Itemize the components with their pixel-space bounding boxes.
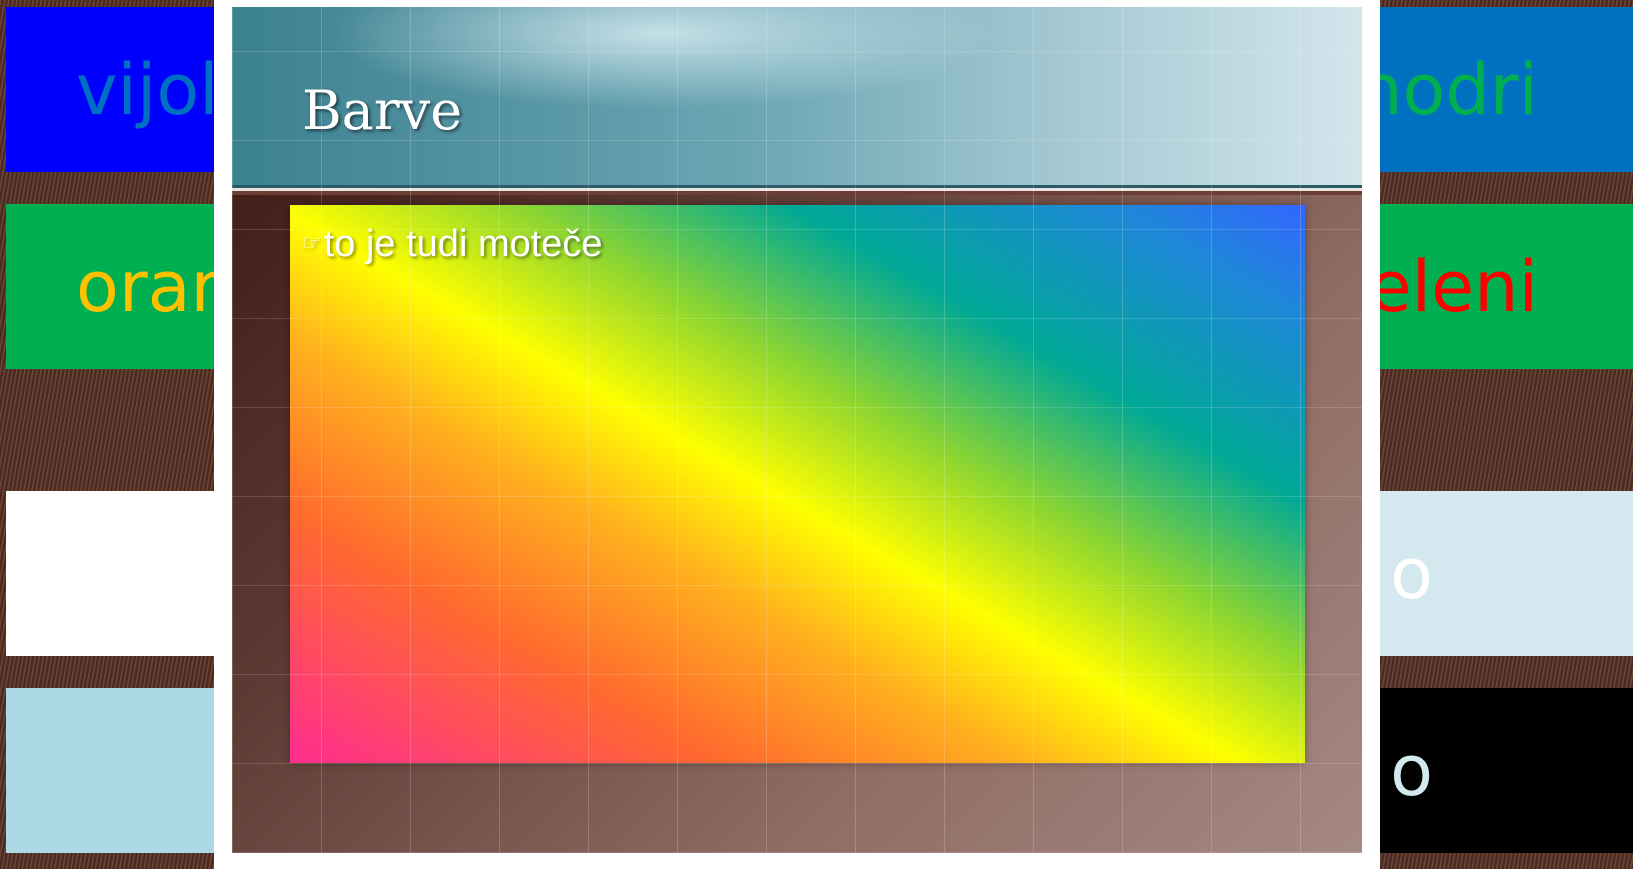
band-pale-blue: o bbox=[1378, 491, 1633, 656]
slide-title: Barve bbox=[302, 79, 463, 142]
slide: Barve ☞to je tudi moteče bbox=[232, 7, 1362, 853]
header-divider bbox=[232, 185, 1362, 195]
band-green-right: eleni bbox=[1369, 204, 1633, 369]
background-label-white: o bbox=[1390, 532, 1433, 615]
band-light-blue bbox=[6, 688, 217, 853]
background-label-violet: vijol bbox=[76, 48, 219, 131]
background-label-orange: orar bbox=[76, 245, 220, 328]
band-black: o bbox=[1378, 688, 1633, 853]
pointing-hand-icon: ☞ bbox=[302, 230, 322, 255]
band-green-left: orar bbox=[6, 204, 220, 369]
bullet-item: ☞to je tudi moteče bbox=[302, 223, 603, 266]
slide-header bbox=[232, 7, 1362, 185]
band-azure: modri bbox=[1334, 7, 1633, 172]
band-blue: vijol bbox=[6, 7, 219, 172]
background-label-black: o bbox=[1390, 729, 1433, 812]
background-label-green: eleni bbox=[1368, 245, 1538, 328]
bullet-text: to je tudi moteče bbox=[323, 223, 603, 265]
band-white bbox=[6, 491, 217, 656]
rainbow-gradient-panel bbox=[290, 205, 1305, 763]
